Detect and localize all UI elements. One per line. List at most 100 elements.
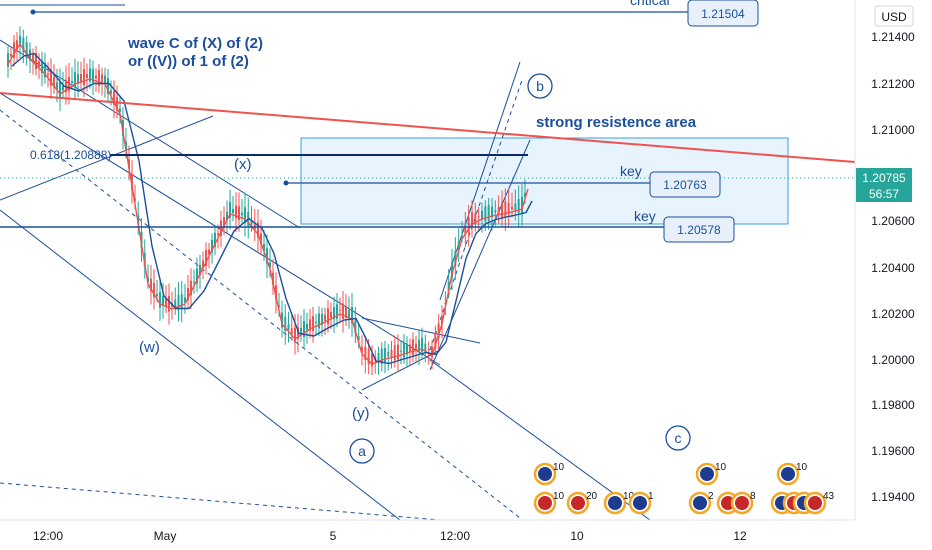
candle-body: [272, 272, 274, 285]
wave-c-label: c: [675, 430, 682, 446]
price-tick-label: 1.20400: [871, 261, 915, 275]
wave-c-marker[interactable]: c: [665, 425, 691, 451]
channel-mid-dashed[interactable]: [0, 109, 521, 519]
b-channel-lower[interactable]: [429, 139, 531, 371]
wave-title-line2: or ((V)) of 1 of (2): [128, 53, 249, 70]
candle-body: [184, 297, 186, 303]
candle-body: [481, 210, 483, 220]
candle-body: [41, 60, 43, 74]
time-axis[interactable]: 12:00 May 5 12:00 10 12: [33, 529, 747, 543]
candle-body: [501, 202, 503, 218]
wave-a-label: a: [358, 443, 366, 459]
event-marker[interactable]: 2: [688, 491, 714, 515]
wave-x-label: (x): [234, 156, 252, 173]
candle-body: [7, 53, 9, 67]
candle-body: [244, 207, 246, 223]
event-marker[interactable]: 20: [566, 491, 598, 515]
critical-price-tag[interactable]: 1.21504: [687, 0, 759, 27]
economic-events[interactable]: 101010102010124825043: [533, 462, 835, 515]
triangle-top[interactable]: [361, 317, 481, 344]
candle-body: [263, 244, 265, 251]
candle-body: [86, 74, 88, 78]
key-price-tag-upper[interactable]: 1.20763: [649, 171, 721, 198]
candle-body: [377, 353, 380, 362]
candle-body: [321, 313, 323, 325]
candle-body: [294, 327, 296, 343]
event-marker[interactable]: 10: [533, 462, 565, 486]
channel-lower-line[interactable]: [0, 209, 401, 521]
diagonal-line[interactable]: [0, 115, 214, 201]
key-price-tag-lower[interactable]: 1.20578: [663, 216, 735, 243]
critical-label: critical: [630, 0, 670, 8]
candle-body: [174, 299, 177, 308]
candle-body: [196, 268, 198, 284]
currency-button[interactable]: USD: [874, 5, 914, 27]
candle-body: [287, 324, 290, 331]
candle-body: [387, 351, 390, 357]
candle-body: [397, 344, 399, 360]
b-channel-upper[interactable]: [439, 61, 521, 301]
candle-body: [281, 312, 283, 328]
event-marker[interactable]: 10: [776, 462, 808, 486]
wave-a-marker[interactable]: a: [349, 438, 375, 464]
countdown-value: 56:57: [869, 187, 899, 201]
candle-body: [25, 42, 28, 58]
price-tick-label: 1.19600: [871, 444, 915, 458]
fib-label: 0.618(1.20888): [30, 148, 111, 162]
candle-body: [351, 307, 353, 323]
wave-b-marker[interactable]: b: [527, 73, 553, 99]
event-label: 43: [823, 491, 835, 502]
candle-body: [409, 344, 411, 352]
candle-body: [471, 212, 473, 228]
event-marker[interactable]: 8: [730, 491, 756, 515]
candle-body: [514, 203, 517, 211]
wave-y-label: (y): [352, 405, 370, 422]
candle-body: [205, 250, 207, 266]
candle-body: [461, 234, 463, 236]
resistance-line[interactable]: [0, 92, 856, 163]
candle-body: [393, 345, 396, 361]
candle-body: [180, 294, 183, 309]
price-axis[interactable]: 1.21400 1.21200 1.21000 1.20600 1.20400 1.202…: [871, 30, 915, 504]
candle-body: [50, 70, 52, 86]
candle-body: [431, 346, 433, 358]
eu-flag-icon: [538, 467, 552, 481]
event-marker[interactable]: 10: [533, 491, 565, 515]
candle-body: [384, 348, 386, 362]
current-price-value: 1.20785: [862, 171, 906, 185]
candle-body: [504, 201, 507, 218]
candle-body: [390, 349, 393, 358]
key-line-upper-anchor[interactable]: [283, 180, 289, 186]
candle-body: [315, 322, 317, 324]
candle-body: [119, 108, 121, 112]
time-tick-label: 12: [733, 529, 747, 543]
time-tick-label: May: [154, 529, 177, 543]
us-flag-icon: [571, 496, 585, 510]
critical-price-value: 1.21504: [701, 7, 745, 21]
candle-body: [13, 42, 15, 58]
candle-body: [284, 316, 287, 331]
event-marker[interactable]: 43: [803, 491, 835, 515]
event-label: 1: [648, 491, 654, 502]
event-marker[interactable]: 10: [603, 491, 635, 515]
trend-lines[interactable]: [0, 4, 651, 521]
candle-body: [62, 85, 64, 91]
candle-body: [348, 310, 350, 318]
event-marker[interactable]: 1: [628, 491, 654, 515]
price-tick-label: 1.21400: [871, 30, 915, 44]
candle-body: [424, 343, 427, 352]
candle-body: [494, 210, 497, 213]
us-flag-icon: [538, 496, 552, 510]
candle-body: [477, 216, 480, 218]
candle-body: [447, 281, 450, 292]
candle-body: [77, 74, 79, 84]
critical-line-anchor[interactable]: [30, 9, 36, 15]
candle-body: [110, 90, 112, 94]
triangle-bottom[interactable]: [361, 349, 441, 391]
bottom-dashed-line[interactable]: [0, 482, 441, 521]
price-tick-label: 1.21000: [871, 123, 915, 137]
price-tick-label: 1.21200: [871, 77, 915, 91]
event-marker[interactable]: 10: [695, 462, 727, 486]
candle-body: [278, 305, 280, 307]
